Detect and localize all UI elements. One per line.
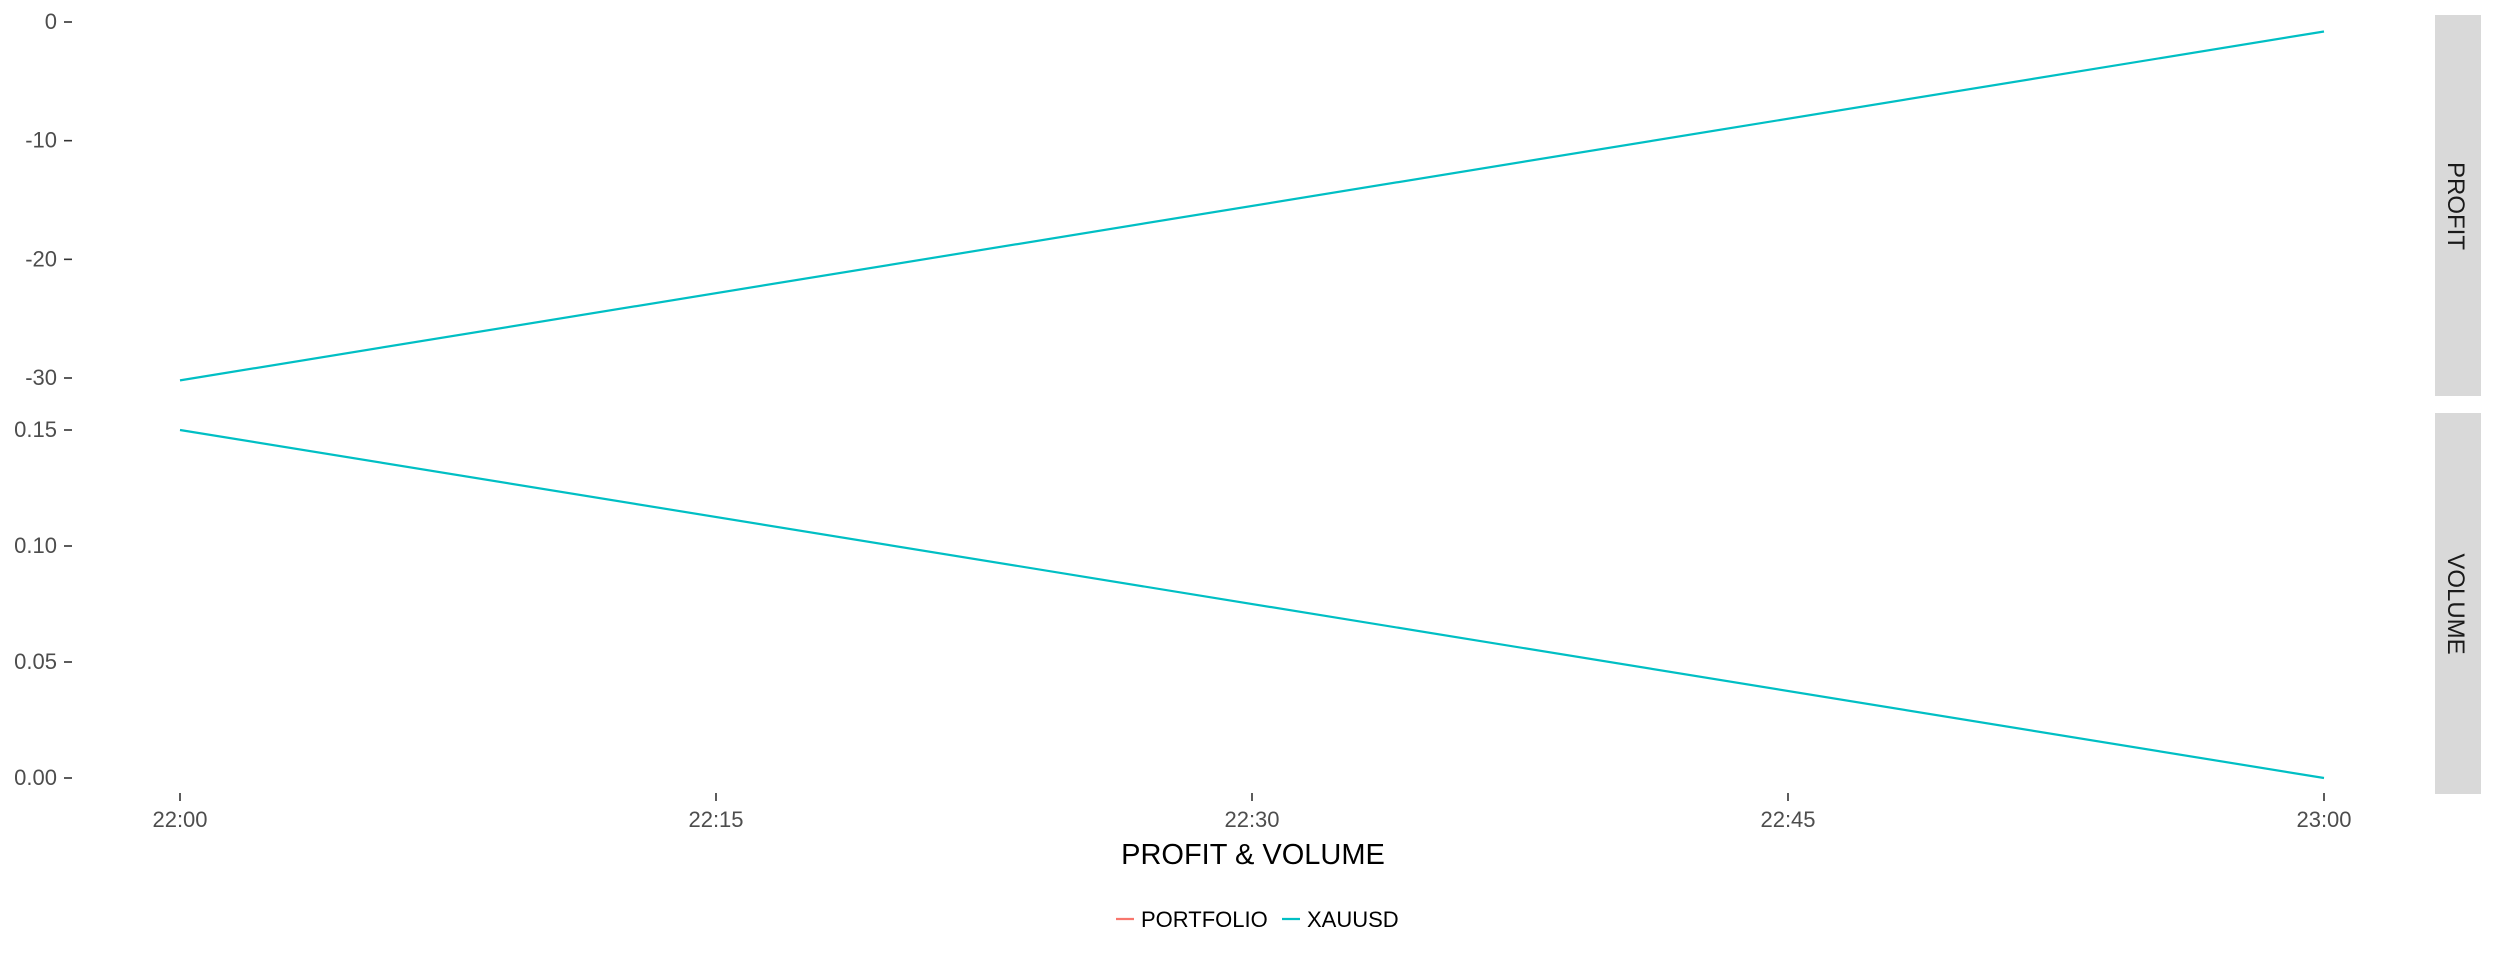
y-tick-label: -20 [25, 246, 57, 271]
x-axis: 22:00 22:15 22:30 22:45 23:00 [152, 793, 2352, 832]
y-tick-label: 0.10 [14, 533, 57, 558]
volume-strip-background [2435, 413, 2481, 794]
x-tick-label: 22:15 [688, 807, 743, 832]
profit-strip-background [2435, 15, 2481, 396]
y-tick-label: 0 [45, 9, 57, 34]
y-tick-label: -30 [25, 365, 57, 390]
legend-label-portfolio: PORTFOLIO [1141, 907, 1268, 932]
volume-series [179, 428, 2325, 780]
profit-strip-label: PROFIT [2442, 162, 2469, 250]
panel-profit: 0 -10 -20 -30 PROFIT [25, 9, 2481, 396]
y-tick-label: 0.05 [14, 649, 57, 674]
x-axis-title: PROFIT & VOLUME [1121, 839, 1385, 871]
panel-volume: 0.15 0.10 0.05 0.00 VOLUME [14, 413, 2481, 794]
x-tick-label: 22:45 [1760, 807, 1815, 832]
series-line-xauusd-volume [179, 428, 2325, 780]
x-tick-label: 22:30 [1224, 807, 1279, 832]
legend-label-xauusd: XAUUSD [1307, 907, 1399, 932]
volume-y-axis: 0.15 0.10 0.05 0.00 [14, 417, 72, 790]
profit-series [179, 30, 2325, 382]
y-tick-label: -10 [25, 128, 57, 153]
legend: PORTFOLIO XAUUSD [1116, 907, 1399, 932]
series-line-xauusd-profit [179, 30, 2325, 382]
y-tick-label: 0.15 [14, 417, 57, 442]
x-tick-label: 22:00 [152, 807, 207, 832]
x-tick-label: 23:00 [2296, 807, 2351, 832]
y-tick-label: 0.00 [14, 765, 57, 790]
profit-y-axis: 0 -10 -20 -30 [25, 9, 72, 390]
volume-strip-label: VOLUME [2442, 553, 2469, 654]
